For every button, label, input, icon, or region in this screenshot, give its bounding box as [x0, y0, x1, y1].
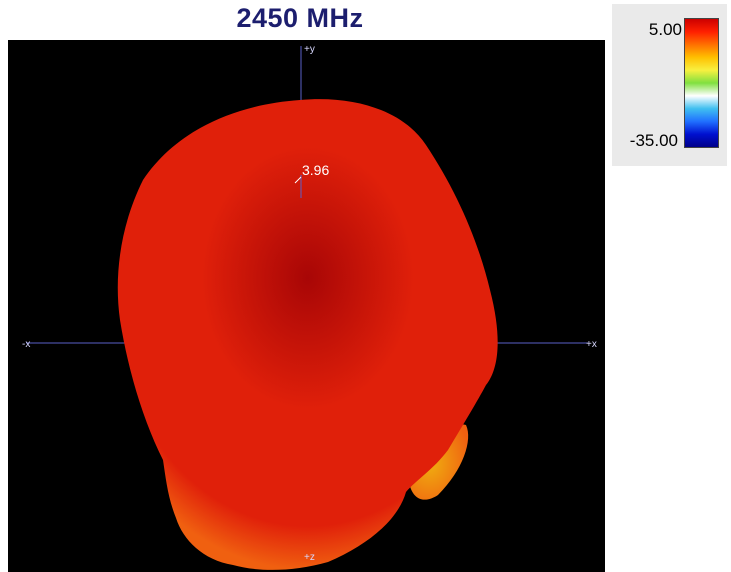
- peak-marker-tick: [294, 176, 302, 184]
- side-lobe: [408, 424, 469, 500]
- axis-label-minus-x: -x: [22, 339, 30, 350]
- axis-label-plus-y: +y: [304, 44, 315, 55]
- legend-min-label: -35.00: [629, 131, 678, 150]
- radiation-pattern-svg: +y -x +x +z 3.96: [22, 44, 597, 570]
- axis-label-plus-z: +z: [304, 552, 315, 563]
- peak-value-label: 3.96: [302, 162, 329, 178]
- radiation-pattern-viewport[interactable]: +y -x +x +z 3.96: [8, 40, 605, 572]
- legend-gradient-bar: [684, 18, 719, 148]
- main-lobe: [117, 99, 498, 570]
- color-scale-legend: 5.00 -35.00: [612, 4, 727, 166]
- frequency-title: 2450 MHz: [236, 3, 364, 33]
- legend-max-label: 5.00: [648, 20, 682, 39]
- axis-label-plus-x: +x: [586, 339, 597, 350]
